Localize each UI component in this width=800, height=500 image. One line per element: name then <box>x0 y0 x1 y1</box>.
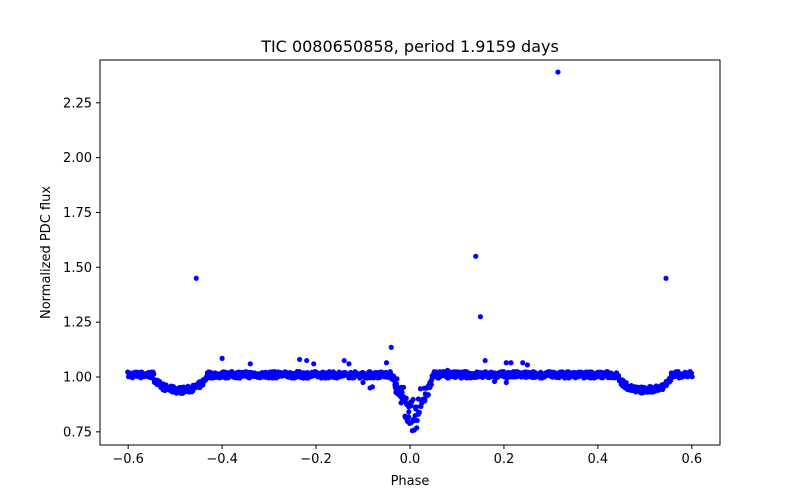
outlier-point <box>503 360 509 366</box>
outlier-point <box>360 379 366 386</box>
y-axis-ticks: 0.75 1.00 1.25 1.50 1.75 2.00 2.25 <box>63 96 100 440</box>
y-tick-label: 1.00 <box>63 370 92 385</box>
outlier-point <box>311 361 317 367</box>
outlier-point <box>247 361 253 367</box>
x-tick-label: 0.6 <box>681 452 702 467</box>
data-point <box>413 404 419 410</box>
outlier-point <box>473 253 479 259</box>
outlier-point <box>219 355 225 361</box>
outlier-point <box>393 389 399 395</box>
y-tick-label: 0.75 <box>63 425 92 440</box>
data-points <box>125 69 695 434</box>
data-point <box>400 384 407 390</box>
data-point <box>689 374 695 380</box>
outlier-point <box>304 357 310 364</box>
outlier-point <box>524 362 531 368</box>
x-tick-label: 0.0 <box>400 452 421 467</box>
data-point <box>422 398 428 404</box>
y-tick-label: 1.75 <box>63 206 92 221</box>
data-point <box>406 414 412 420</box>
chart-title: TIC 0080650858, period 1.9159 days <box>260 37 559 56</box>
x-axis-label: Phase <box>391 474 430 489</box>
x-tick-label: −0.6 <box>112 452 144 467</box>
outlier-point <box>346 361 352 367</box>
y-tick-label: 1.25 <box>63 316 92 331</box>
outlier-point <box>388 344 394 350</box>
x-tick-label: −0.2 <box>300 452 332 467</box>
outlier-point <box>482 357 488 364</box>
data-point <box>410 396 416 403</box>
data-point <box>406 409 412 415</box>
outlier-point <box>341 357 347 364</box>
y-tick-label: 1.50 <box>63 261 92 276</box>
x-tick-label: −0.4 <box>206 452 238 467</box>
data-point <box>414 417 420 424</box>
data-point <box>425 392 431 398</box>
outlier-point <box>367 385 373 391</box>
outlier-point <box>193 275 199 281</box>
outlier-point <box>520 360 526 366</box>
data-point <box>414 425 420 431</box>
data-point <box>615 373 622 379</box>
outlier-point <box>297 356 303 363</box>
data-point <box>399 389 405 395</box>
x-tick-label: 0.2 <box>494 452 515 467</box>
data-point <box>393 381 399 387</box>
outlier-point <box>491 378 498 384</box>
x-tick-label: 0.4 <box>588 452 609 467</box>
outlier-point <box>663 275 669 281</box>
outlier-point <box>508 360 514 366</box>
data-point <box>403 395 409 401</box>
y-tick-label: 2.25 <box>63 96 92 111</box>
data-point <box>151 371 157 377</box>
x-axis-ticks: −0.6 −0.4 −0.2 0.0 0.2 0.4 0.6 <box>112 445 702 467</box>
outlier-point <box>555 69 561 75</box>
y-axis-label: Normalized PDC flux <box>39 186 54 319</box>
data-point <box>417 386 424 392</box>
y-tick-label: 2.00 <box>63 151 92 166</box>
data-point <box>416 409 422 416</box>
data-point <box>428 381 434 388</box>
outlier-point <box>477 314 484 320</box>
outlier-point <box>383 360 390 366</box>
outlier-point <box>503 379 509 386</box>
data-point <box>394 376 400 382</box>
outlier-point <box>444 367 451 374</box>
